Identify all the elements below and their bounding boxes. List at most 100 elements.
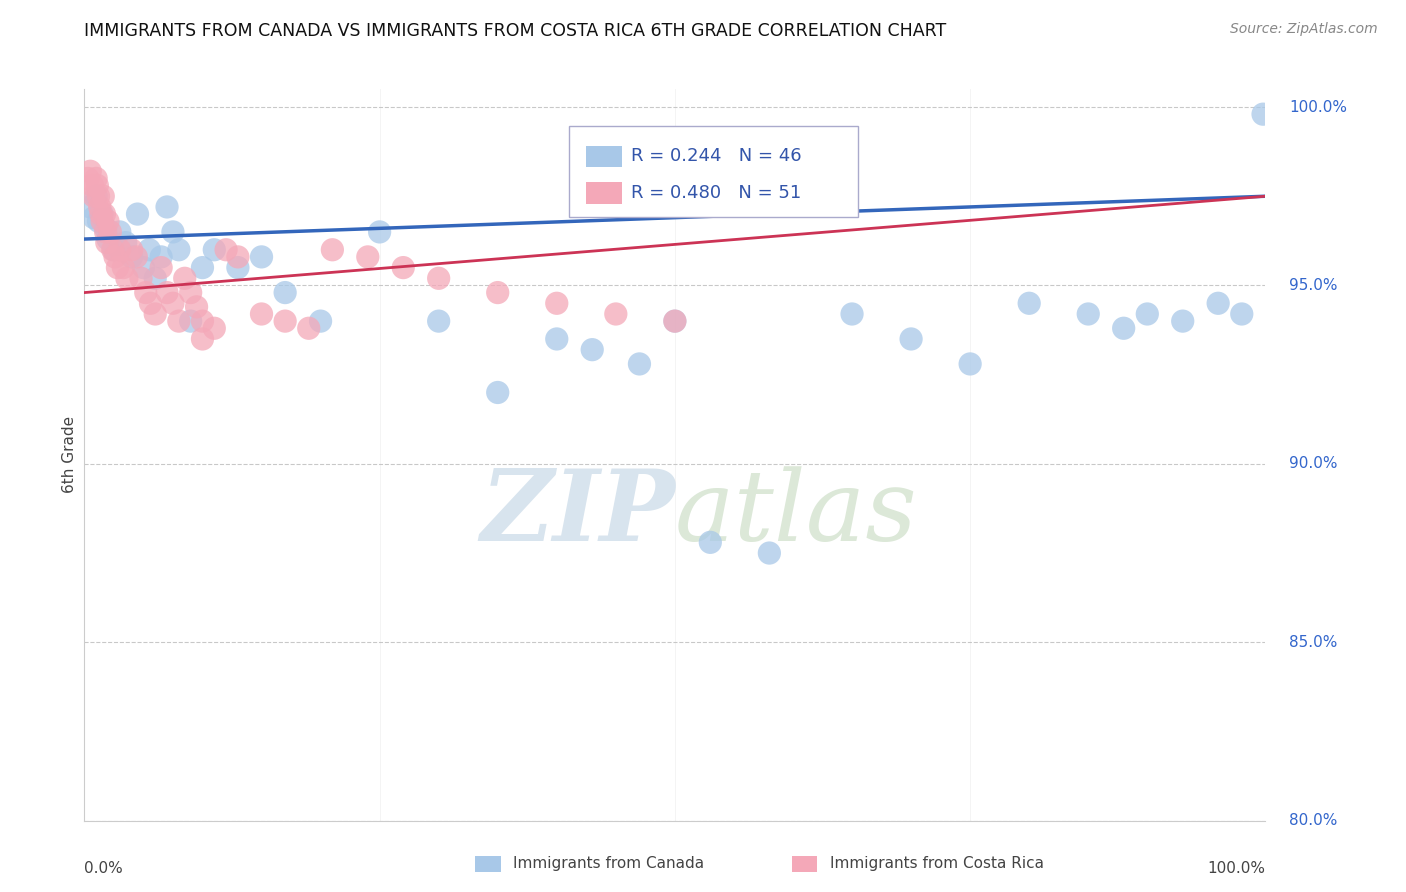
Point bbox=[93, 207, 115, 221]
Point bbox=[202, 243, 225, 257]
Text: 85.0%: 85.0% bbox=[1289, 635, 1337, 649]
Point bbox=[162, 225, 184, 239]
Text: 0.0%: 0.0% bbox=[84, 861, 124, 876]
Point bbox=[94, 225, 117, 239]
Point bbox=[173, 271, 195, 285]
Point bbox=[108, 225, 131, 239]
Point bbox=[250, 307, 273, 321]
Point bbox=[226, 260, 249, 275]
Point bbox=[89, 200, 111, 214]
Point bbox=[143, 271, 166, 285]
Point bbox=[104, 250, 127, 264]
Y-axis label: 6th Grade: 6th Grade bbox=[62, 417, 77, 493]
Point bbox=[959, 357, 981, 371]
Point bbox=[758, 546, 780, 560]
Point bbox=[699, 535, 721, 549]
Point bbox=[581, 343, 603, 357]
Point bbox=[121, 250, 143, 264]
Point bbox=[605, 307, 627, 321]
Point bbox=[298, 321, 321, 335]
Point bbox=[274, 285, 297, 300]
Point bbox=[83, 189, 105, 203]
Point bbox=[107, 260, 129, 275]
Point bbox=[1171, 314, 1194, 328]
Point bbox=[546, 332, 568, 346]
Point bbox=[427, 271, 450, 285]
Point bbox=[108, 243, 131, 257]
Point bbox=[180, 285, 202, 300]
Point bbox=[150, 250, 173, 264]
Point bbox=[1230, 307, 1253, 321]
Point bbox=[1112, 321, 1135, 335]
Point bbox=[628, 357, 651, 371]
Point bbox=[215, 243, 238, 257]
Point bbox=[91, 189, 114, 203]
Point bbox=[156, 285, 179, 300]
Text: R = 0.244   N = 46: R = 0.244 N = 46 bbox=[631, 147, 801, 166]
Point bbox=[156, 200, 179, 214]
Point bbox=[87, 214, 110, 228]
Point bbox=[83, 211, 105, 225]
Point bbox=[546, 296, 568, 310]
Text: Immigrants from Canada: Immigrants from Canada bbox=[513, 856, 704, 871]
Point bbox=[97, 214, 120, 228]
Point bbox=[202, 321, 225, 335]
Point bbox=[226, 250, 249, 264]
Point bbox=[250, 250, 273, 264]
Point bbox=[90, 207, 112, 221]
FancyBboxPatch shape bbox=[568, 126, 858, 218]
Point bbox=[368, 225, 391, 239]
Point bbox=[97, 232, 120, 246]
Point bbox=[103, 243, 125, 257]
Text: 80.0%: 80.0% bbox=[1289, 814, 1337, 828]
Point bbox=[664, 314, 686, 328]
Bar bbox=[586, 182, 621, 204]
Point bbox=[121, 243, 143, 257]
Point bbox=[167, 314, 190, 328]
Text: Immigrants from Costa Rica: Immigrants from Costa Rica bbox=[830, 856, 1043, 871]
Point bbox=[321, 243, 343, 257]
Point bbox=[125, 250, 148, 264]
Point bbox=[191, 260, 214, 275]
Text: Source: ZipAtlas.com: Source: ZipAtlas.com bbox=[1230, 22, 1378, 37]
Text: R = 0.480   N = 51: R = 0.480 N = 51 bbox=[631, 184, 801, 202]
Point bbox=[79, 164, 101, 178]
Point bbox=[191, 314, 214, 328]
Point bbox=[486, 285, 509, 300]
Point bbox=[138, 243, 160, 257]
Point bbox=[98, 225, 121, 239]
Point bbox=[392, 260, 415, 275]
Point bbox=[101, 243, 124, 257]
Point bbox=[1077, 307, 1099, 321]
Point bbox=[79, 200, 101, 214]
Point bbox=[274, 314, 297, 328]
Point bbox=[427, 314, 450, 328]
Point bbox=[357, 250, 380, 264]
Text: IMMIGRANTS FROM CANADA VS IMMIGRANTS FROM COSTA RICA 6TH GRADE CORRELATION CHART: IMMIGRANTS FROM CANADA VS IMMIGRANTS FRO… bbox=[84, 22, 946, 40]
Text: 90.0%: 90.0% bbox=[1289, 457, 1337, 471]
Point bbox=[180, 314, 202, 328]
Point bbox=[167, 243, 190, 257]
Point bbox=[86, 178, 108, 193]
Point bbox=[115, 271, 138, 285]
Point bbox=[191, 332, 214, 346]
Text: 100.0%: 100.0% bbox=[1208, 861, 1265, 876]
Text: atlas: atlas bbox=[675, 466, 918, 561]
Point bbox=[77, 171, 100, 186]
Point bbox=[139, 296, 162, 310]
Bar bbox=[586, 145, 621, 168]
Point bbox=[1206, 296, 1229, 310]
Point bbox=[162, 296, 184, 310]
Point bbox=[186, 300, 208, 314]
Point bbox=[1136, 307, 1159, 321]
Point bbox=[309, 314, 332, 328]
Point bbox=[91, 207, 114, 221]
Point bbox=[87, 189, 110, 203]
Point bbox=[664, 314, 686, 328]
Point bbox=[1251, 107, 1274, 121]
Point bbox=[900, 332, 922, 346]
Point bbox=[150, 260, 173, 275]
Point bbox=[91, 214, 114, 228]
Point bbox=[112, 260, 135, 275]
Text: 95.0%: 95.0% bbox=[1289, 278, 1337, 293]
